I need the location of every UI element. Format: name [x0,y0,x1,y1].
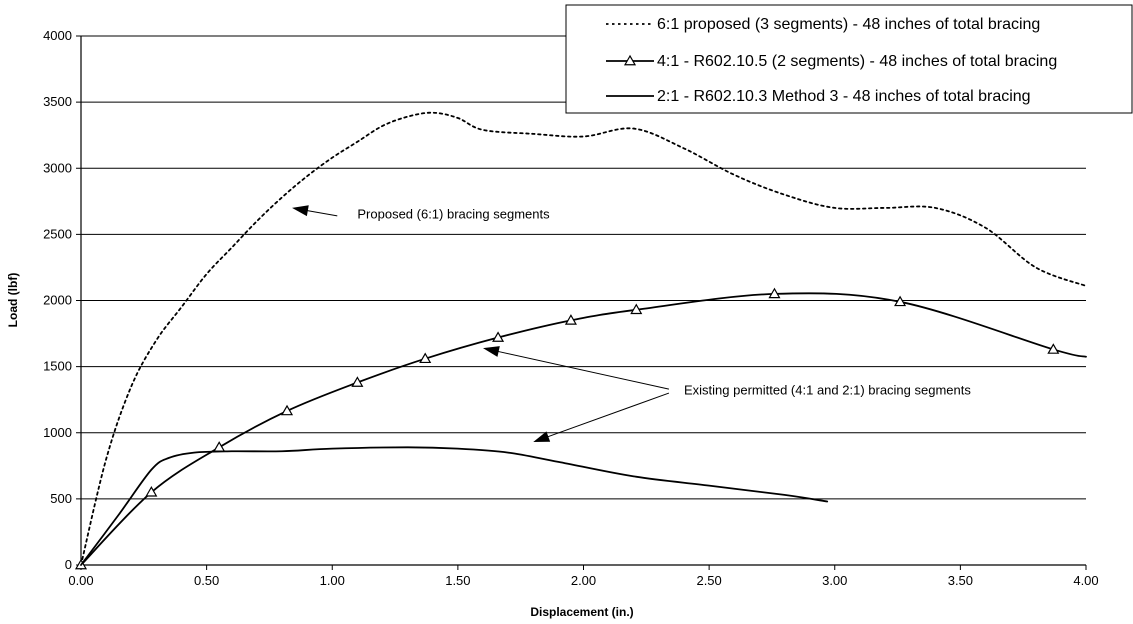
annotation-arrow-line [303,209,338,217]
legend-sample-marker [623,54,637,66]
data-point-marker [351,376,364,387]
legend-entry-4-1: 4:1 - R602.10.5 (2 segments) - 48 inches… [657,53,1057,70]
series-6-1-proposed-line [80,111,1087,566]
tick-labels: 0 500 1000 1500 2000 2500 3000 3500 4000 0.00 0.50… [43,28,1099,588]
annotation-text: Existing permitted (4:1 and 2:1) bracing… [684,382,971,397]
data-point-marker [419,352,432,364]
annotation-text: Proposed (6:1) bracing segments [357,207,550,222]
annotation-arrow-line [494,350,670,390]
data-point-marker [564,314,577,325]
y-tick-label: 3000 [43,160,72,175]
annotations: Proposed (6:1) bracing segments Existing … [292,205,971,443]
data-point-marker [280,404,294,416]
y-tick-label: 2500 [43,226,72,241]
series-2-1-r602-10-3-line [80,446,829,566]
y-tick-label: 500 [50,491,72,506]
annotation-arrow-head [292,205,309,217]
data-point-marker [213,441,226,452]
legend: 6:1 proposed (3 segments) - 48 inches of… [565,4,1133,114]
y-tick-label: 3500 [43,94,72,109]
annotation-arrow-line [544,392,670,439]
grid-lines [81,35,1086,500]
legend-samples [606,23,654,97]
data-point-marker [768,287,781,299]
legend-entry-6-1: 6:1 proposed (3 segments) - 48 inches of… [657,16,1040,33]
x-tick-label: 1.50 [445,573,470,588]
y-axis-label: Load (lbf) [6,273,20,328]
y-tick-label: 0 [65,557,72,572]
y-tick-label: 1500 [43,359,72,374]
series [74,111,1087,570]
x-tick-label: 2.00 [571,573,596,588]
annotation-arrow-head [533,431,551,443]
y-tick-label: 2000 [43,293,72,308]
x-tick-label: 0.00 [68,573,93,588]
legend-box [565,4,1133,114]
legend-entry-2-1: 2:1 - R602.10.3 Method 3 - 48 inches of … [657,88,1031,105]
data-point-marker [894,295,907,307]
x-tick-label: 2.50 [696,573,721,588]
data-point-marker [1047,343,1060,354]
data-point-marker [492,331,505,342]
series-4-1-r602-10-5-line [80,292,1087,566]
data-point-marker [630,303,643,315]
y-tick-label: 4000 [43,28,72,43]
x-tick-label: 3.50 [948,573,973,588]
x-tick-label: 3.00 [822,573,847,588]
data-point-marker [145,486,158,497]
x-axis-label: Displacement (in.) [530,605,633,619]
x-tick-label: 0.50 [194,573,219,588]
x-tick-label: 1.00 [320,573,345,588]
x-tick-label: 4.00 [1073,573,1098,588]
annotation-arrow-head [483,346,500,357]
axes [76,35,1087,570]
y-tick-label: 1000 [43,425,72,440]
